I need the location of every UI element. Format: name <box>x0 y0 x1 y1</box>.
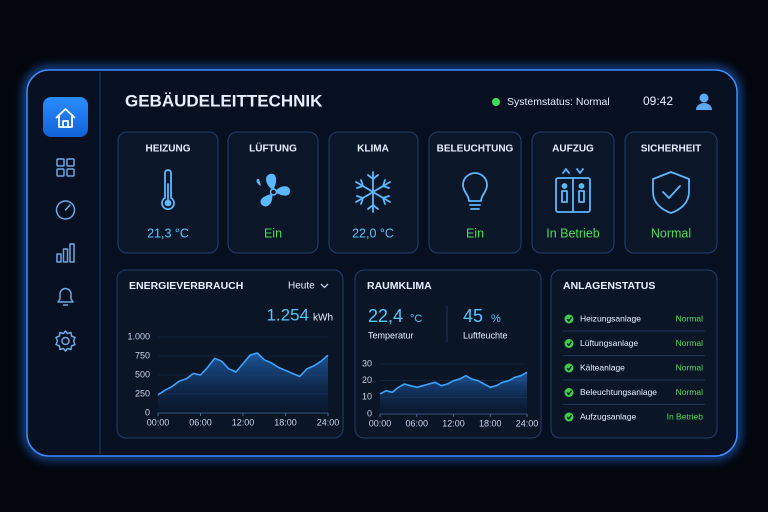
x-tick-label: 24:00 <box>516 418 539 428</box>
system-state: Normal <box>676 362 704 372</box>
shield-icon <box>652 171 690 214</box>
nav-alerts[interactable] <box>57 287 74 306</box>
check-mark <box>566 341 573 347</box>
chart: 0 10 20 30 00:00 06:00 12:00 18:00 24:00 <box>362 358 538 428</box>
temperature-unit: °C <box>410 313 422 325</box>
y-tick-label: 0 <box>145 407 150 417</box>
line <box>157 352 329 396</box>
check-icon <box>564 388 574 397</box>
tile-sicherheit[interactable]: SICHERHEIT Normal <box>624 131 718 254</box>
system-state: Normal <box>676 313 704 323</box>
system-name: Lüftungsanlage <box>580 338 638 348</box>
tile-label: AUFZUG <box>552 144 594 155</box>
x-tick-label: 06:00 <box>189 417 212 427</box>
line <box>379 371 528 395</box>
system-name: Beleuchtungsanlage <box>580 387 657 397</box>
check-icon <box>564 314 574 324</box>
elevator-icon <box>555 168 591 213</box>
check-mark <box>566 365 573 371</box>
tile-value: 22,0 °C <box>352 226 394 240</box>
nav-overview[interactable] <box>56 158 75 177</box>
period-select[interactable]: Heute <box>288 281 329 292</box>
tile-value: 21,3 °C <box>147 226 189 240</box>
tile-label: LÜFTUNG <box>249 142 297 155</box>
humidity-unit: % <box>491 313 501 325</box>
y-tick-label: 500 <box>135 369 150 379</box>
system-state: Normal <box>676 338 704 348</box>
check-mark <box>566 316 573 322</box>
nav-home[interactable] <box>43 97 88 137</box>
tile-value: Ein <box>264 226 282 240</box>
fan-icon <box>256 173 290 207</box>
tile-value: In Betrieb <box>546 226 600 240</box>
x-tick-label: 00:00 <box>147 417 170 427</box>
check-icon <box>564 412 574 422</box>
energy-unit: kWh <box>313 313 333 324</box>
card-title: ENERGIEVERBRAUCH <box>129 280 243 292</box>
snowflake-icon <box>355 171 391 213</box>
period-label: Heute <box>288 281 315 292</box>
temperature-label: Temperatur <box>368 330 414 340</box>
tile-label: BELEUCHTUNG <box>437 144 514 155</box>
tile-heizung[interactable]: HEIZUNG 21,3 °C <box>117 131 219 254</box>
system-status: Systemstatus: Normal <box>507 96 610 108</box>
card-title: ANLAGENSTATUS <box>563 280 655 292</box>
x-tick-label: 06:00 <box>405 418 428 428</box>
app-title: GEBÄUDELEITTECHNIK <box>125 91 323 110</box>
y-tick-label: 250 <box>135 388 150 398</box>
check-mark <box>566 390 573 396</box>
system-state: In Betrieb <box>667 411 704 421</box>
y-tick-label: 10 <box>362 392 372 402</box>
bulb-icon <box>462 172 488 210</box>
check-mark <box>566 414 573 420</box>
system-state: Normal <box>676 387 704 397</box>
y-tick-label: 1.000 <box>127 331 150 341</box>
system-name: Kälteanlage <box>580 362 625 372</box>
tile-lueftung[interactable]: LÜFTUNG Ein <box>227 131 319 254</box>
nav-stats[interactable] <box>56 243 75 263</box>
tile-klima[interactable]: KLIMA 22,0 °C <box>328 131 419 254</box>
system-name: Heizungsanlage <box>580 313 641 323</box>
area-fill <box>380 372 527 414</box>
check-icon <box>564 363 574 373</box>
status-card <box>550 269 718 439</box>
y-tick-label: 750 <box>135 350 150 360</box>
x-tick-label: 18:00 <box>479 418 502 428</box>
x-tick-label: 00:00 <box>369 418 392 428</box>
user-button[interactable] <box>696 93 712 111</box>
tile-aufzug[interactable]: AUFZUG In Betrieb <box>531 131 615 254</box>
clock: 09:42 <box>643 94 673 108</box>
x-tick-label: 18:00 <box>274 417 297 427</box>
status-dot <box>492 98 500 106</box>
status-list: Heizungsanlage Normal Lüftungsanlage Normal… <box>563 313 705 422</box>
thermometer-icon <box>161 169 175 211</box>
temperature-value: 22,4 <box>368 306 403 326</box>
y-tick-label: 0 <box>367 408 372 418</box>
tile-label: HEIZUNG <box>146 144 191 155</box>
tile-label: SICHERHEIT <box>641 144 702 155</box>
tile-label: KLIMA <box>357 144 389 155</box>
system-name: Aufzugsanlage <box>580 411 637 421</box>
energy-total: 1.254 <box>266 305 309 324</box>
x-tick-label: 12:00 <box>442 418 465 428</box>
check-icon <box>564 339 574 348</box>
x-tick-label: 24:00 <box>317 417 340 427</box>
tile-value: Ein <box>466 226 484 240</box>
chart: 0 250 500 750 1.000 00:00 06:00 12:00 18:00 24:00 <box>127 331 339 427</box>
tile-value: Normal <box>651 226 691 240</box>
nav-settings[interactable] <box>55 330 76 352</box>
area-fill <box>158 353 328 413</box>
x-tick-label: 12:00 <box>232 417 255 427</box>
y-tick-label: 30 <box>362 358 372 368</box>
card-title: RAUMKLIMA <box>367 280 432 292</box>
y-tick-label: 20 <box>362 375 372 385</box>
humidity-value: 45 <box>463 306 483 326</box>
tile-beleuchtung[interactable]: BELEUCHTUNG Ein <box>428 131 522 254</box>
humidity-label: Luftfeuchte <box>463 330 508 340</box>
nav-gauge[interactable] <box>55 200 76 220</box>
